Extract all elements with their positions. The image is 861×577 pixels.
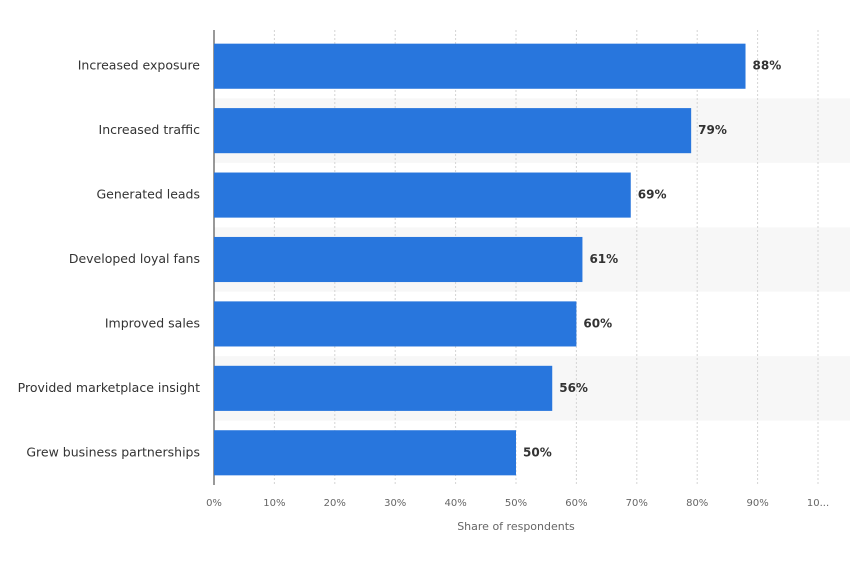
bar [214, 236, 583, 283]
data-label: 69% [638, 188, 667, 202]
x-axis-label: Share of respondents [457, 520, 575, 533]
x-tick-label: 70% [626, 498, 648, 509]
x-tick-label: 0% [206, 498, 222, 509]
x-tick-label: 20% [324, 498, 346, 509]
data-label: 56% [559, 381, 588, 395]
bar [214, 172, 631, 218]
y-tick-label: Provided marketplace insight [18, 380, 200, 395]
y-tick-label: Increased exposure [78, 58, 201, 73]
bar [214, 301, 577, 347]
data-label: 61% [589, 252, 618, 266]
x-tick-label: 80% [686, 498, 708, 509]
x-tick-label: 10... [807, 498, 829, 509]
bar [214, 365, 553, 411]
y-tick-label: Developed loyal fans [69, 251, 200, 266]
x-tick-label: 30% [384, 498, 406, 509]
y-tick-label: Generated leads [96, 187, 200, 202]
x-tick-label: 60% [565, 498, 587, 509]
data-label: 79% [698, 123, 727, 137]
data-label: 60% [583, 316, 612, 330]
y-tick-label: Increased traffic [99, 122, 201, 137]
y-tick-label: Improved sales [105, 315, 200, 330]
data-label: 88% [753, 59, 782, 73]
x-tick-label: 90% [746, 498, 768, 509]
bar [214, 430, 516, 476]
bar [214, 108, 692, 154]
x-tick-label: 50% [505, 498, 527, 509]
data-label: 50% [523, 445, 552, 459]
bar [214, 43, 746, 89]
y-tick-label: Grew business partnerships [26, 444, 200, 459]
x-tick-label: 40% [444, 498, 466, 509]
x-tick-label: 10% [263, 498, 285, 509]
